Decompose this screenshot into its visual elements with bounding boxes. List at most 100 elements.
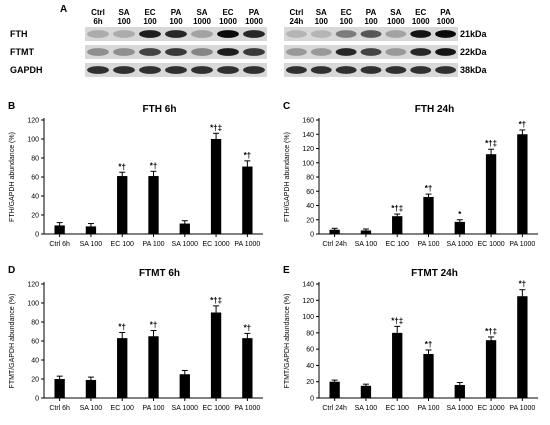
significance-label: *†‡ (485, 327, 497, 336)
chart-title: FTH 24h (415, 104, 454, 115)
y-tick-label: 80 (306, 175, 314, 182)
y-tick-label: 120 (27, 282, 39, 289)
y-tick-label: 0 (35, 396, 39, 403)
chart-title: FTMT 6h (139, 268, 180, 279)
y-tick-label: 140 (302, 282, 314, 289)
chart-ftmt-24h: E FTMT 24h 0 20 40 60 80 100 120 140 FTMT/GAPDH ab… (283, 265, 538, 412)
blot-lane-label: 1000 (219, 17, 237, 26)
bar (329, 229, 340, 234)
blot-band (385, 48, 407, 56)
x-tick-label: Ctrl 24h (322, 405, 347, 412)
y-tick-label: 100 (27, 137, 39, 144)
x-tick-label: EC 100 (386, 241, 409, 248)
blot-row-label: FTH (10, 29, 28, 39)
blot-lane-label: 100 (364, 17, 378, 26)
blot-lane-label: 1000 (193, 17, 211, 26)
blot-band (410, 66, 432, 74)
y-axis-label: FTMT/GAPDH abundance (%) (284, 294, 291, 389)
blot-lane-label: PA (249, 8, 260, 17)
significance-label: *† (425, 184, 433, 193)
blot-band (165, 48, 187, 56)
bar (242, 338, 253, 398)
blot-lane-label: EC (222, 8, 233, 17)
blot-lane-label: PA (366, 8, 377, 17)
y-tick-label: 120 (27, 118, 39, 125)
blot-band (217, 30, 239, 38)
bar (54, 225, 65, 234)
x-tick-label: PA 1000 (509, 241, 535, 248)
significance-label: *† (244, 151, 252, 160)
bar (210, 139, 222, 234)
blot-kda-label: 22kDa (460, 47, 488, 57)
significance-label: *†‡ (210, 296, 222, 305)
blot-band (285, 66, 307, 74)
blot-kda-label: 21kDa (460, 29, 488, 39)
panel-letter: B (8, 101, 15, 112)
bar (485, 340, 497, 398)
x-tick-label: Ctrl 6h (49, 405, 70, 412)
y-tick-label: 20 (31, 213, 39, 220)
y-tick-label: 20 (306, 217, 314, 224)
chart-fth-6h: B FTH 6h 0 20 40 60 80 100 120 FTH/GAPDH abundanc… (8, 101, 263, 248)
blot-row-label: FTMT (10, 47, 34, 57)
chart-ftmt-6h: D FTMT 6h 0 20 40 60 80 100 120 FTMT/GAPDH abunda… (8, 265, 263, 412)
bar (210, 312, 222, 398)
bar (360, 385, 372, 398)
y-tick-label: 0 (35, 232, 39, 239)
significance-label: *†‡ (485, 139, 497, 148)
blot-band (113, 30, 135, 38)
bar (517, 296, 528, 398)
blot-lane-label: 1000 (387, 17, 405, 26)
bar (329, 381, 340, 398)
blot-band (285, 30, 307, 38)
y-tick-label: 40 (31, 194, 39, 201)
y-tick-label: 60 (306, 189, 314, 196)
y-tick-label: 60 (31, 339, 39, 346)
bar (392, 332, 403, 398)
bar (54, 379, 65, 398)
x-tick-label: EC 100 (111, 241, 134, 248)
significance-label: *†‡ (210, 123, 222, 132)
x-tick-label: PA 100 (417, 405, 439, 412)
x-tick-label: SA 1000 (172, 241, 199, 248)
x-tick-label: EC 1000 (202, 241, 229, 248)
blot-band (310, 48, 332, 56)
blot-lane-label: SA (316, 8, 327, 17)
significance-label: *†‡ (391, 204, 403, 213)
blot-band (435, 30, 457, 38)
blot-band (335, 66, 357, 74)
chart-fth-24h: C FTH 24h 0 20 40 60 80 100 120 140 160 FTH/GAPDH a… (283, 101, 538, 248)
y-tick-label: 0 (310, 232, 314, 239)
blot-band (217, 48, 239, 56)
blot-lane-label: Ctrl (290, 8, 304, 17)
y-tick-label: 120 (302, 298, 314, 305)
y-tick-label: 100 (302, 160, 314, 167)
y-tick-label: 160 (302, 118, 314, 125)
bar (242, 166, 253, 234)
blot-band (191, 30, 213, 38)
y-axis-label: FTH/GAPDH abundance (%) (9, 132, 16, 222)
y-tick-label: 0 (310, 396, 314, 403)
blot-lane-label: PA (440, 8, 451, 17)
blot-band (360, 48, 382, 56)
panel-letter: E (283, 265, 290, 276)
x-tick-label: SA 1000 (172, 405, 199, 412)
significance-label: *† (150, 321, 158, 330)
blot-lane-label: SA (118, 8, 129, 17)
blot-band (310, 30, 332, 38)
significance-label: *† (118, 162, 126, 171)
blot-lane-label: 24h (290, 17, 304, 26)
significance-label: *† (118, 322, 126, 331)
y-tick-label: 60 (31, 175, 39, 182)
significance-label: *† (244, 323, 252, 332)
blot-band (217, 66, 239, 74)
blot-band (191, 66, 213, 74)
blot-band (435, 48, 457, 56)
blot-band (385, 66, 407, 74)
y-tick-label: 80 (31, 320, 39, 327)
blot-lane-label: EC (144, 8, 155, 17)
bar (85, 226, 97, 234)
blot-lane-label: Ctrl (91, 8, 105, 17)
blot-lane-label: 100 (169, 17, 183, 26)
